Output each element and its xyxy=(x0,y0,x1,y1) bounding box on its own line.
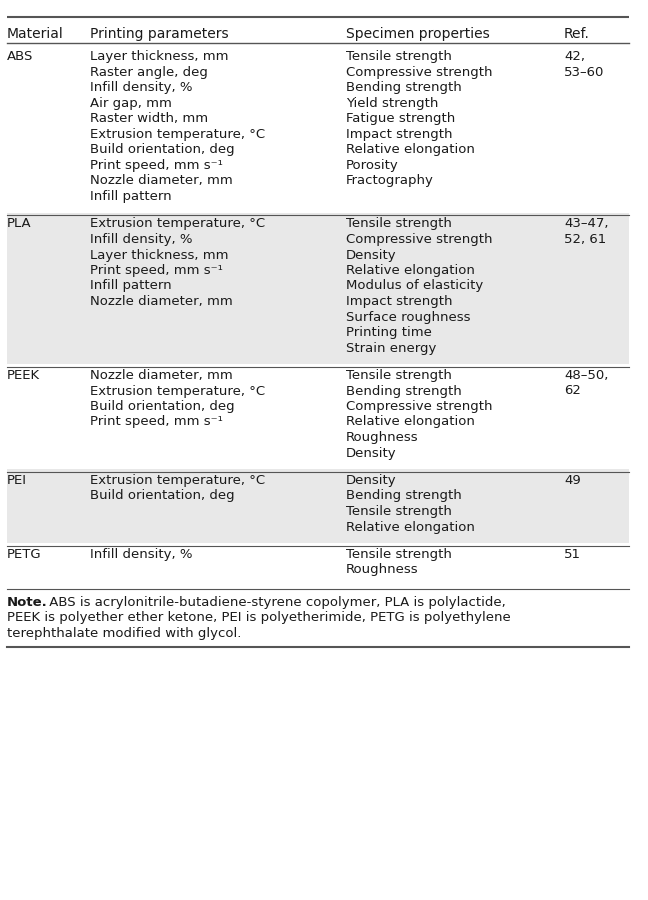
Text: Infill density, %: Infill density, % xyxy=(89,233,192,246)
Text: Infill pattern: Infill pattern xyxy=(89,280,171,292)
Text: Extrusion temperature, °C: Extrusion temperature, °C xyxy=(89,474,265,487)
Text: Compressive strength: Compressive strength xyxy=(346,233,492,246)
Text: Yield strength: Yield strength xyxy=(346,97,439,110)
Text: Nozzle diameter, mm: Nozzle diameter, mm xyxy=(89,175,233,187)
Text: Relative elongation: Relative elongation xyxy=(346,264,475,277)
Text: Fatigue strength: Fatigue strength xyxy=(346,112,456,125)
Text: Relative elongation: Relative elongation xyxy=(346,416,475,428)
Text: Impact strength: Impact strength xyxy=(346,295,453,308)
Text: Ref.: Ref. xyxy=(564,27,590,41)
Text: Bending strength: Bending strength xyxy=(346,82,462,94)
Text: Extrusion temperature, °C: Extrusion temperature, °C xyxy=(89,218,265,230)
Text: Raster width, mm: Raster width, mm xyxy=(89,112,208,125)
Text: Tensile strength: Tensile strength xyxy=(346,218,452,230)
Text: 52, 61: 52, 61 xyxy=(564,233,607,246)
Text: Fractography: Fractography xyxy=(346,175,434,187)
Text: 43–47,: 43–47, xyxy=(564,218,608,230)
Text: Bending strength: Bending strength xyxy=(346,490,462,502)
Text: Printing parameters: Printing parameters xyxy=(89,27,228,41)
Text: ABS is acrylonitrile-butadiene-styrene copolymer, PLA is polylactide,: ABS is acrylonitrile-butadiene-styrene c… xyxy=(45,596,505,609)
Text: Tensile strength: Tensile strength xyxy=(346,505,452,518)
Text: Build orientation, deg: Build orientation, deg xyxy=(89,143,235,157)
Text: Relative elongation: Relative elongation xyxy=(346,520,475,534)
Text: Layer thickness, mm: Layer thickness, mm xyxy=(89,50,228,64)
Text: Tensile strength: Tensile strength xyxy=(346,50,452,64)
Text: Specimen properties: Specimen properties xyxy=(346,27,490,41)
FancyBboxPatch shape xyxy=(7,46,629,212)
Text: Impact strength: Impact strength xyxy=(346,128,453,141)
Text: PLA: PLA xyxy=(6,218,31,230)
Text: terephthalate modified with glycol.: terephthalate modified with glycol. xyxy=(7,627,241,640)
Text: Build orientation, deg: Build orientation, deg xyxy=(89,490,235,502)
Text: Material: Material xyxy=(6,27,63,41)
Text: Build orientation, deg: Build orientation, deg xyxy=(89,400,235,413)
Text: Infill density, %: Infill density, % xyxy=(89,548,192,561)
Text: Print speed, mm s⁻¹: Print speed, mm s⁻¹ xyxy=(89,159,223,172)
Text: Compressive strength: Compressive strength xyxy=(346,66,492,79)
Text: Raster angle, deg: Raster angle, deg xyxy=(89,66,207,79)
Text: 53–60: 53–60 xyxy=(564,66,605,79)
Text: Density: Density xyxy=(346,446,397,460)
Text: Print speed, mm s⁻¹: Print speed, mm s⁻¹ xyxy=(89,416,223,428)
FancyBboxPatch shape xyxy=(7,364,629,469)
Text: Infill density, %: Infill density, % xyxy=(89,82,192,94)
Text: PEI: PEI xyxy=(6,474,27,487)
Text: PETG: PETG xyxy=(6,548,41,561)
FancyBboxPatch shape xyxy=(7,212,629,364)
Text: Nozzle diameter, mm: Nozzle diameter, mm xyxy=(89,369,233,382)
Text: Roughness: Roughness xyxy=(346,563,419,577)
Text: Extrusion temperature, °C: Extrusion temperature, °C xyxy=(89,384,265,398)
Text: ABS: ABS xyxy=(6,50,33,64)
Text: Density: Density xyxy=(346,474,397,487)
Text: PEEK is polyether ether ketone, PEI is polyetherimide, PETG is polyethylene: PEEK is polyether ether ketone, PEI is p… xyxy=(7,611,511,625)
Text: 49: 49 xyxy=(564,474,581,487)
FancyBboxPatch shape xyxy=(7,469,629,543)
Text: Roughness: Roughness xyxy=(346,431,419,444)
Text: Air gap, mm: Air gap, mm xyxy=(89,97,172,110)
Text: Density: Density xyxy=(346,248,397,262)
Text: Infill pattern: Infill pattern xyxy=(89,190,171,203)
Text: Extrusion temperature, °C: Extrusion temperature, °C xyxy=(89,128,265,141)
Text: Layer thickness, mm: Layer thickness, mm xyxy=(89,248,228,262)
Text: 62: 62 xyxy=(564,384,581,398)
Text: Surface roughness: Surface roughness xyxy=(346,310,470,323)
Text: Print speed, mm s⁻¹: Print speed, mm s⁻¹ xyxy=(89,264,223,277)
Text: 51: 51 xyxy=(564,548,581,561)
FancyBboxPatch shape xyxy=(7,543,629,586)
Text: Bending strength: Bending strength xyxy=(346,384,462,398)
Text: Relative elongation: Relative elongation xyxy=(346,143,475,157)
Text: Porosity: Porosity xyxy=(346,159,399,172)
Text: Tensile strength: Tensile strength xyxy=(346,369,452,382)
Text: Modulus of elasticity: Modulus of elasticity xyxy=(346,280,483,292)
Text: Note.: Note. xyxy=(7,596,48,609)
Text: PEEK: PEEK xyxy=(6,369,40,382)
Text: Printing time: Printing time xyxy=(346,326,432,339)
Text: 42,: 42, xyxy=(564,50,585,64)
Text: Strain energy: Strain energy xyxy=(346,341,437,355)
Text: 48–50,: 48–50, xyxy=(564,369,608,382)
Text: Compressive strength: Compressive strength xyxy=(346,400,492,413)
Text: Nozzle diameter, mm: Nozzle diameter, mm xyxy=(89,295,233,308)
Text: Tensile strength: Tensile strength xyxy=(346,548,452,561)
